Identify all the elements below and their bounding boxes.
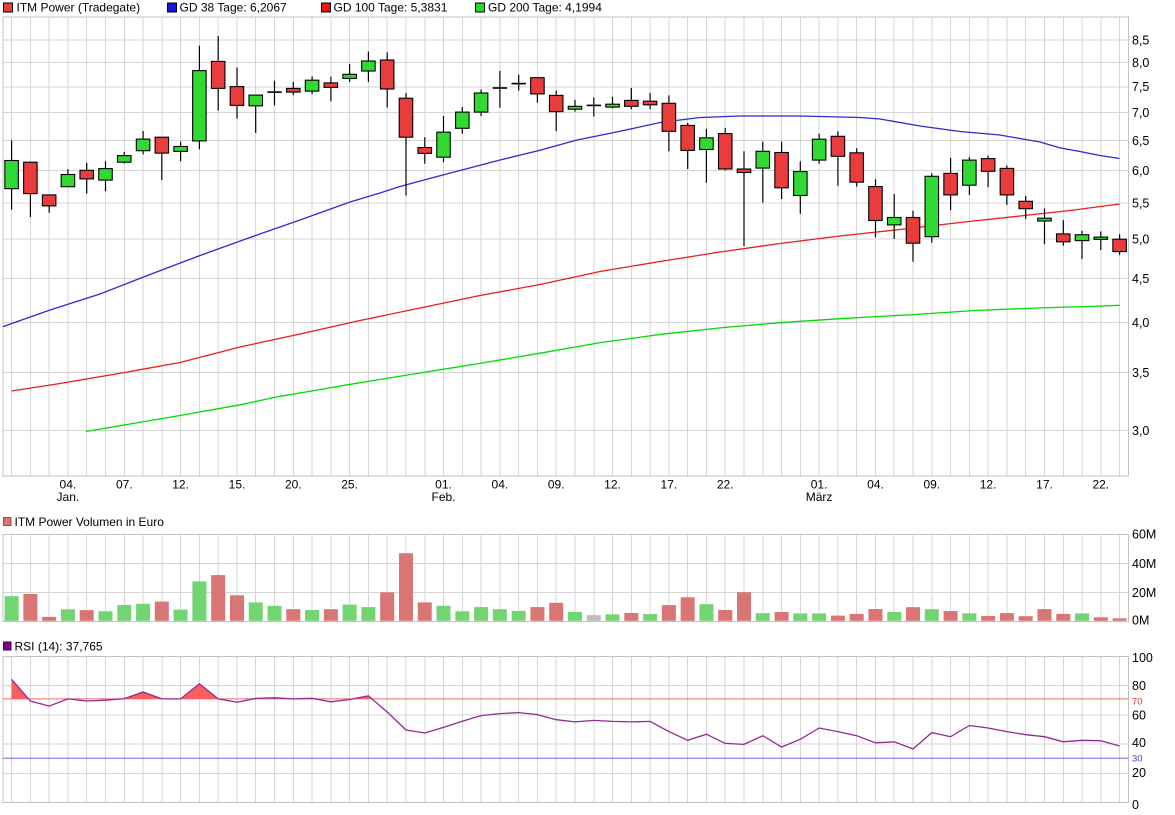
svg-text:GD 200 Tage: 4,1994: GD 200 Tage: 4,1994 xyxy=(488,1,602,15)
svg-text:04.: 04. xyxy=(492,478,509,492)
svg-text:40: 40 xyxy=(1132,736,1146,750)
svg-text:20: 20 xyxy=(1132,766,1146,780)
svg-text:30: 30 xyxy=(1132,754,1143,765)
svg-text:20M: 20M xyxy=(1132,586,1156,600)
svg-text:22.: 22. xyxy=(1092,478,1109,492)
svg-text:12.: 12. xyxy=(604,478,621,492)
svg-text:3,5: 3,5 xyxy=(1132,366,1149,380)
svg-text:20.: 20. xyxy=(285,478,302,492)
svg-text:40M: 40M xyxy=(1132,557,1156,571)
svg-text:01.: 01. xyxy=(435,478,452,492)
svg-text:GD 100 Tage: 5,3831: GD 100 Tage: 5,3831 xyxy=(334,1,448,15)
svg-text:17.: 17. xyxy=(661,478,678,492)
svg-text:15.: 15. xyxy=(229,478,246,492)
svg-text:5,0: 5,0 xyxy=(1132,232,1149,246)
svg-text:0M: 0M xyxy=(1132,614,1149,628)
svg-text:12.: 12. xyxy=(172,478,189,492)
svg-text:7,5: 7,5 xyxy=(1132,80,1149,94)
svg-text:GD 38 Tage: 6,2067: GD 38 Tage: 6,2067 xyxy=(180,1,288,15)
svg-text:ITM Power (Tradegate): ITM Power (Tradegate) xyxy=(17,1,141,15)
svg-text:60M: 60M xyxy=(1132,528,1156,542)
svg-text:100: 100 xyxy=(1132,651,1153,665)
svg-text:80: 80 xyxy=(1132,679,1146,693)
svg-text:4,0: 4,0 xyxy=(1132,316,1149,330)
svg-text:07.: 07. xyxy=(116,478,133,492)
svg-text:RSI (14): 37,765: RSI (14): 37,765 xyxy=(15,640,103,654)
svg-text:7,0: 7,0 xyxy=(1132,106,1149,120)
svg-text:ITM Power Volumen in Euro: ITM Power Volumen in Euro xyxy=(15,515,165,529)
svg-text:04.: 04. xyxy=(60,478,77,492)
svg-text:70: 70 xyxy=(1132,696,1143,707)
svg-text:3,0: 3,0 xyxy=(1132,424,1149,438)
svg-text:8,0: 8,0 xyxy=(1132,56,1149,70)
svg-text:Jan.: Jan. xyxy=(57,490,80,504)
svg-text:Feb.: Feb. xyxy=(431,490,455,504)
svg-text:6,5: 6,5 xyxy=(1132,134,1149,148)
svg-text:6,0: 6,0 xyxy=(1132,164,1149,178)
svg-text:12.: 12. xyxy=(980,478,997,492)
svg-text:8,5: 8,5 xyxy=(1132,33,1149,47)
svg-text:09.: 09. xyxy=(548,478,565,492)
svg-text:04.: 04. xyxy=(867,478,884,492)
svg-text:0: 0 xyxy=(1132,798,1139,812)
svg-text:17.: 17. xyxy=(1036,478,1053,492)
svg-text:22.: 22. xyxy=(717,478,734,492)
svg-text:09.: 09. xyxy=(923,478,940,492)
svg-text:5,5: 5,5 xyxy=(1132,197,1149,211)
svg-text:25.: 25. xyxy=(341,478,358,492)
svg-text:4,5: 4,5 xyxy=(1132,272,1149,286)
svg-text:60: 60 xyxy=(1132,709,1146,723)
svg-text:März: März xyxy=(806,490,833,504)
svg-text:01.: 01. xyxy=(811,478,828,492)
